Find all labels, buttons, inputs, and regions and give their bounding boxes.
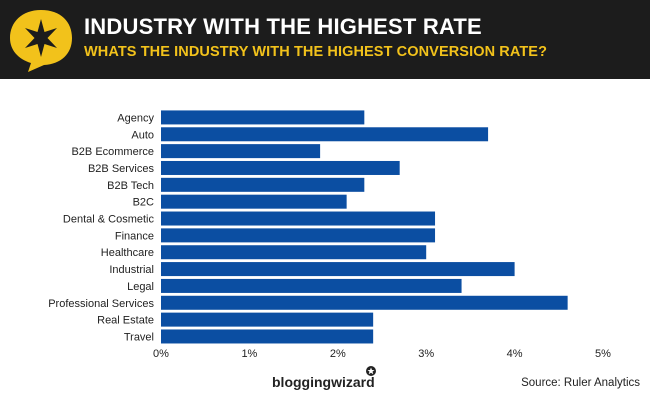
- category-label: B2B Services: [88, 163, 155, 175]
- bar: [161, 278, 462, 293]
- x-tick-label: 5%: [595, 348, 611, 360]
- category-label: Finance: [115, 230, 154, 242]
- bar: [161, 262, 515, 277]
- category-label: Auto: [131, 129, 154, 141]
- category-label: Professional Services: [48, 298, 154, 310]
- star-speech-bubble-icon: [10, 10, 72, 72]
- category-label: Healthcare: [101, 247, 154, 259]
- bar: [161, 110, 365, 125]
- x-tick-label: 0%: [153, 348, 169, 360]
- page-title: INDUSTRY WITH THE HIGHEST RATE: [84, 14, 482, 39]
- category-label: Real Estate: [97, 315, 154, 327]
- bar: [161, 245, 427, 260]
- bar: [161, 177, 365, 192]
- bar: [161, 211, 436, 226]
- header-banner: INDUSTRY WITH THE HIGHEST RATE WHATS THE…: [0, 0, 650, 79]
- bar: [161, 312, 374, 327]
- category-label: B2C: [133, 197, 154, 209]
- category-label: Travel: [124, 331, 154, 343]
- bar: [161, 295, 568, 310]
- x-tick-label: 1%: [241, 348, 257, 360]
- bar: [161, 144, 321, 159]
- star-icon: [366, 366, 376, 376]
- category-label: B2B Ecommerce: [71, 146, 154, 158]
- category-label: Agency: [117, 112, 154, 124]
- category-label: Dental & Cosmetic: [63, 214, 155, 226]
- bar: [161, 228, 436, 243]
- bar: [161, 194, 347, 209]
- bar: [161, 127, 489, 142]
- x-tick-label: 4%: [507, 348, 523, 360]
- category-label: B2B Tech: [107, 180, 154, 192]
- x-tick-label: 2%: [330, 348, 346, 360]
- bar: [161, 329, 374, 344]
- brand-logo: bloggingwizard: [272, 374, 375, 390]
- category-label: Industrial: [109, 264, 154, 276]
- page-subtitle: WHATS THE INDUSTRY WITH THE HIGHEST CONV…: [84, 44, 548, 60]
- category-label: Legal: [127, 281, 154, 293]
- source-note: Source: Ruler Analytics: [521, 377, 640, 389]
- bar: [161, 160, 400, 175]
- x-tick-label: 3%: [418, 348, 434, 360]
